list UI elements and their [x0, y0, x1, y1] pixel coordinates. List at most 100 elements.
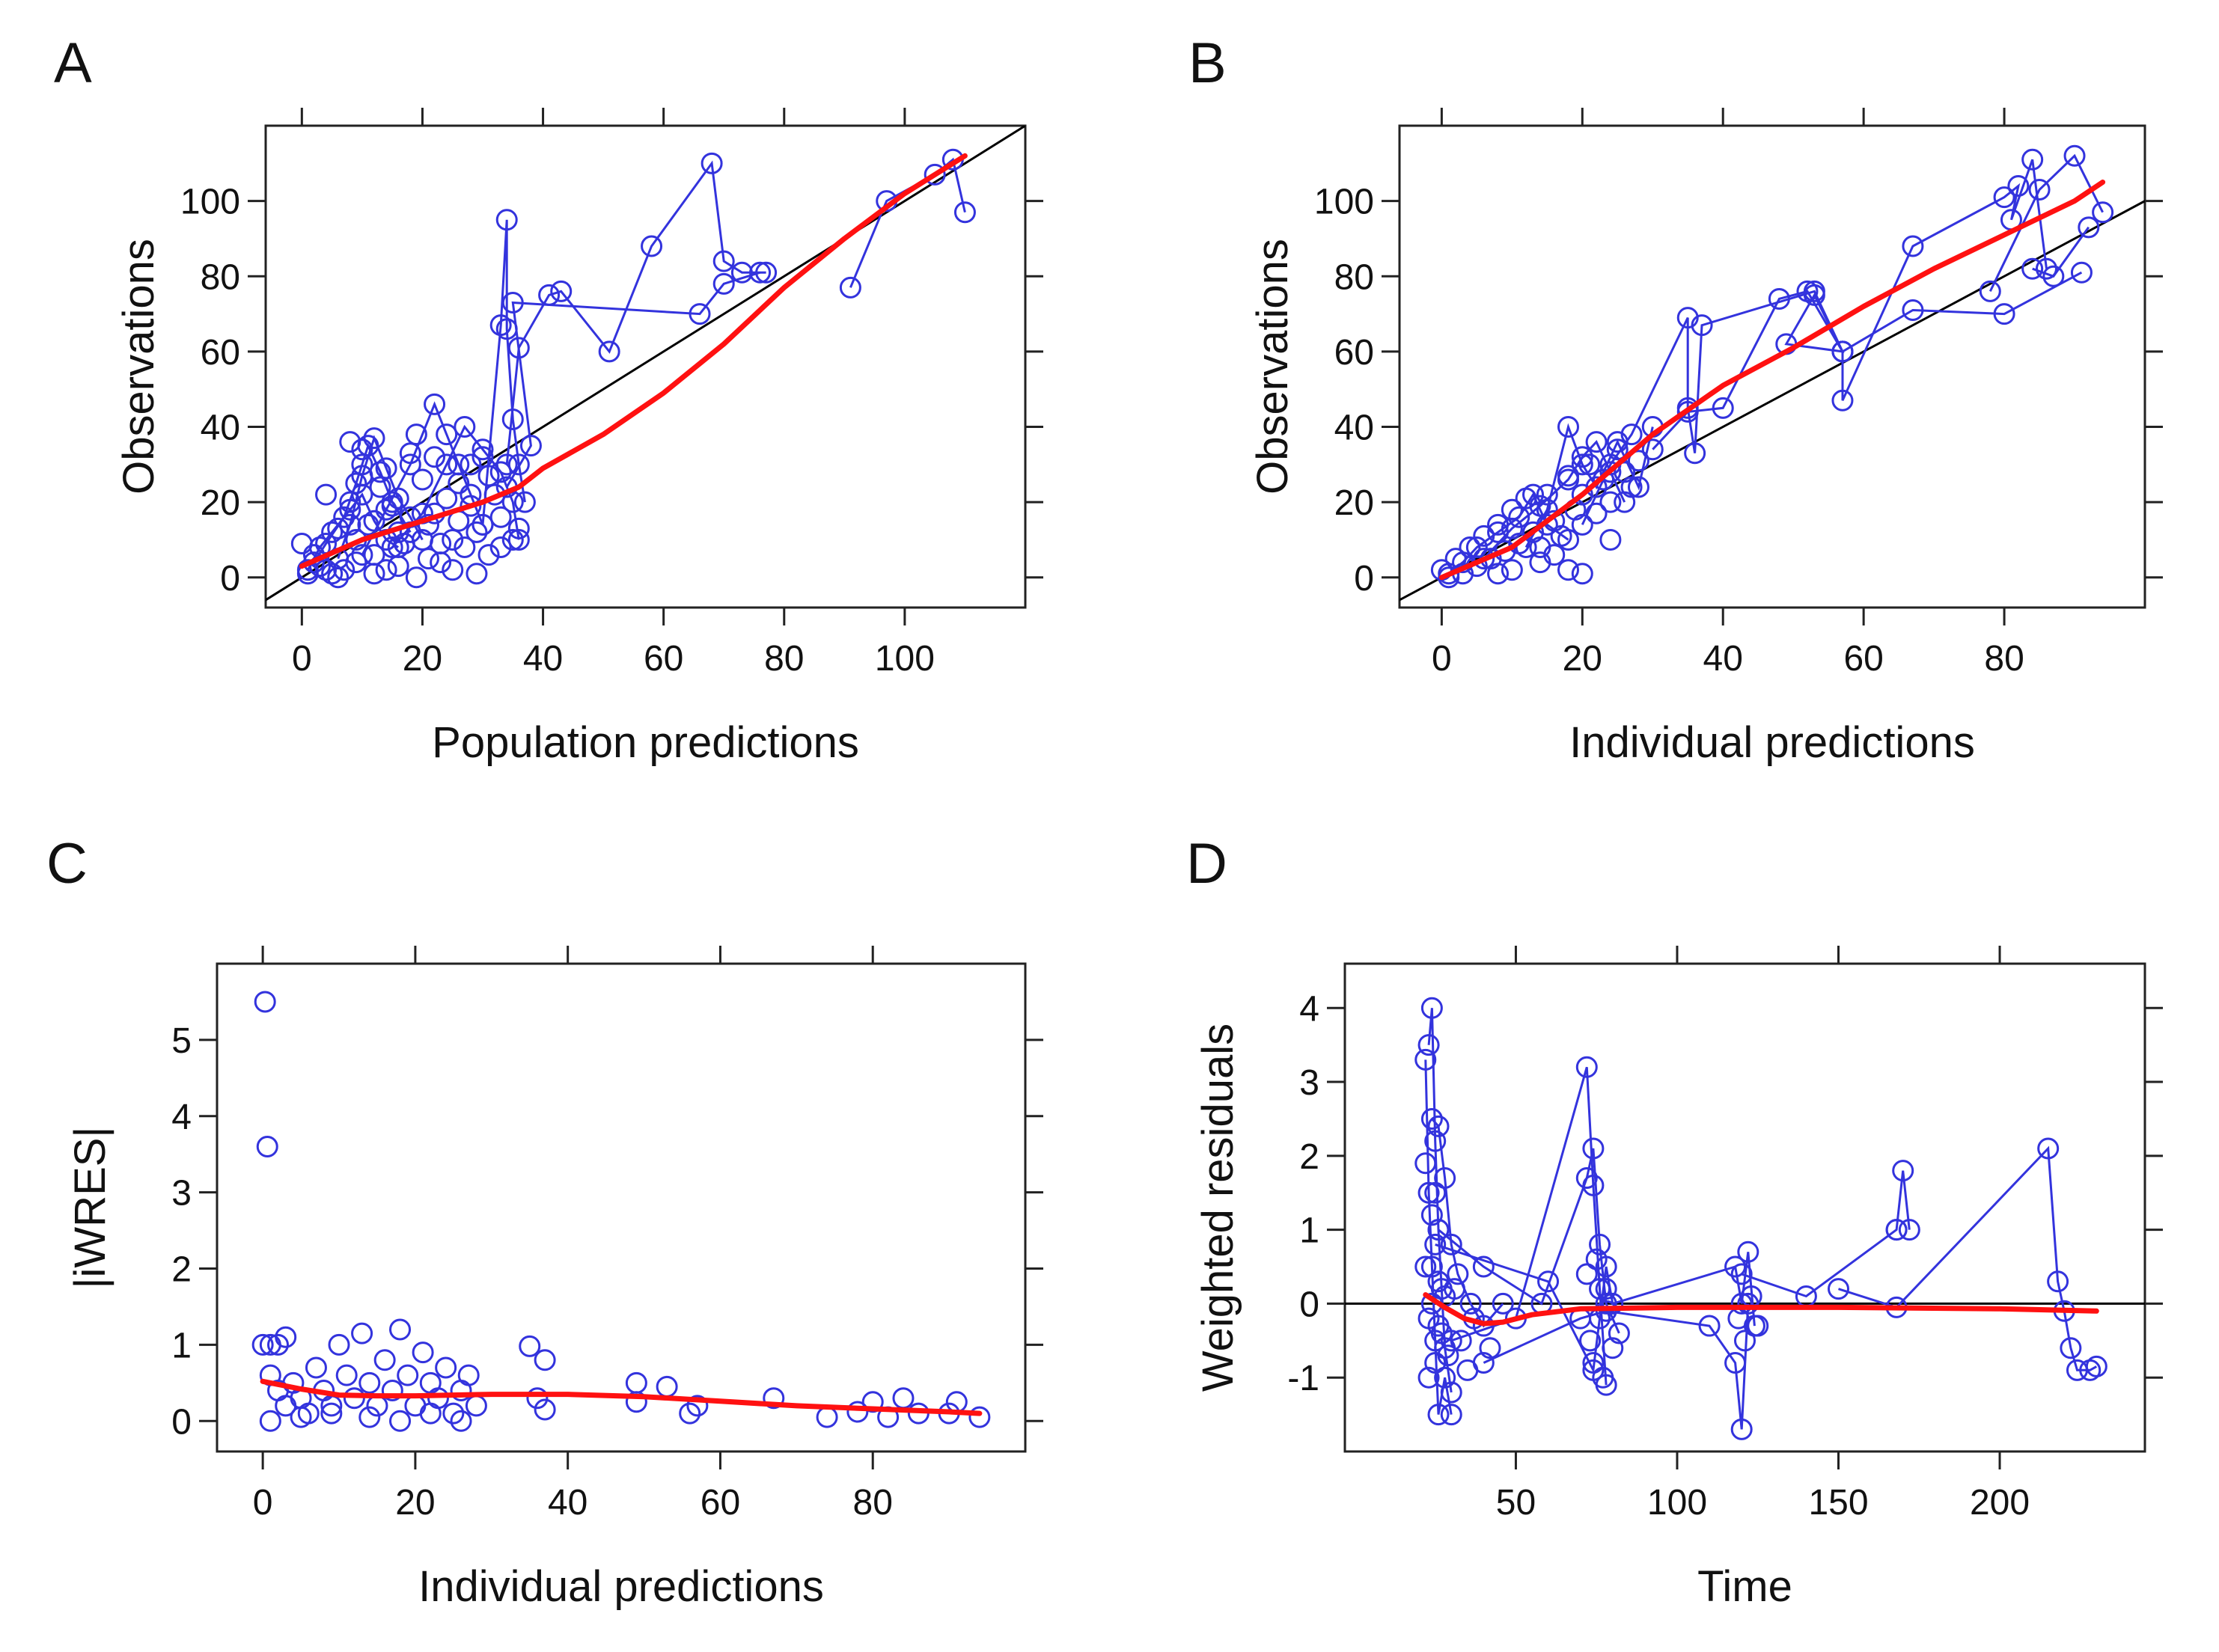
data-point	[477, 544, 500, 566]
data-point	[1447, 1263, 1469, 1285]
data-point	[369, 476, 391, 498]
data-point	[435, 1356, 457, 1379]
data-point	[442, 1402, 465, 1425]
x-tick-label: 80	[853, 1483, 893, 1523]
data-point	[763, 1387, 785, 1410]
data-point	[419, 1402, 442, 1425]
data-point	[343, 1387, 365, 1410]
y-tick-label: 2	[1299, 1137, 1319, 1177]
data-point	[1424, 1130, 1447, 1152]
x-tick-label: 0	[292, 639, 312, 679]
y-tick-label: 40	[1334, 409, 1374, 448]
data-point	[489, 536, 512, 558]
panel-letter-c: C	[46, 832, 88, 896]
data-point	[1571, 446, 1593, 468]
data-point	[1979, 280, 2001, 302]
data-point	[1571, 563, 1593, 585]
data-point	[1508, 506, 1530, 528]
data-point	[924, 163, 946, 186]
y-tick-label: 2	[171, 1250, 192, 1290]
data-point	[1620, 423, 1643, 446]
data-point	[436, 423, 458, 446]
data-point	[259, 1410, 281, 1432]
data-point	[861, 1391, 884, 1413]
x-axis-title: Time	[1697, 1562, 1792, 1611]
data-point	[519, 435, 542, 457]
data-point	[1747, 1315, 1769, 1337]
data-point	[256, 1136, 278, 1157]
data-point	[2078, 216, 2100, 239]
data-point	[1414, 1255, 1437, 1278]
data-point	[427, 1387, 449, 1410]
data-point	[1424, 1181, 1447, 1204]
data-point	[495, 209, 518, 231]
data-point	[351, 453, 373, 476]
x-tick-label: 100	[875, 639, 935, 679]
y-tick-label: 1	[1299, 1211, 1319, 1251]
data-point	[1831, 389, 1854, 412]
data-point	[749, 261, 772, 284]
data-point	[1684, 442, 1706, 465]
data-point	[1492, 1292, 1514, 1315]
data-point	[381, 536, 403, 558]
x-tick-label: 200	[1970, 1483, 2030, 1523]
data-point	[1892, 1160, 1914, 1182]
data-point	[1456, 1359, 1479, 1381]
x-axis-title: Individual predictions	[1569, 718, 1975, 767]
x-tick-label: 60	[1843, 639, 1883, 679]
data-point	[625, 1371, 647, 1394]
data-point	[1437, 1344, 1459, 1367]
smooth-line	[1438, 180, 2106, 581]
data-point	[1417, 1366, 1440, 1389]
data-point	[345, 472, 367, 495]
data-point	[404, 1395, 427, 1417]
data-point	[701, 152, 723, 174]
y-tick-label: 0	[171, 1402, 192, 1442]
data-point	[351, 544, 373, 566]
data-point	[373, 1349, 396, 1371]
profile-line	[1741, 1170, 1911, 1298]
data-point	[1627, 450, 1649, 472]
smooth-line	[299, 153, 968, 569]
data-point	[1487, 513, 1510, 536]
data-point	[641, 235, 663, 257]
data-point	[471, 513, 494, 536]
data-point	[450, 1410, 472, 1432]
panel-d: D 50 100 150 200 -1 0 1 2 3 4 Time Weighted residua…	[1186, 832, 2163, 1611]
data-point	[1473, 548, 1495, 570]
data-point	[519, 1335, 541, 1357]
data-point	[1627, 476, 1649, 498]
data-point	[375, 457, 397, 480]
data-point	[405, 566, 427, 589]
data-point	[2028, 179, 2051, 201]
x-axis-title: Population predictions	[432, 718, 859, 767]
profile-line	[1581, 159, 2048, 525]
data-point	[2021, 257, 2044, 280]
data-point	[816, 1406, 838, 1428]
data-point	[419, 1371, 442, 1394]
data-point	[534, 1349, 556, 1371]
data-point	[1501, 559, 1523, 581]
data-point	[430, 532, 452, 554]
data-point	[335, 1364, 358, 1386]
data-point	[442, 528, 464, 551]
data-point	[968, 1406, 991, 1428]
data-point	[1620, 476, 1643, 498]
profile-line	[1524, 423, 1654, 548]
data-point	[320, 1402, 343, 1425]
data-point	[1434, 1166, 1456, 1189]
y-tick-label: 80	[1334, 257, 1374, 297]
profile-line	[337, 435, 424, 560]
plot-frame	[1343, 962, 2146, 1453]
data-point	[1424, 1233, 1447, 1255]
data-point	[424, 446, 446, 468]
panel-b: B 0 20 40 60 80 0 20 40 60 80 100 Individual predic…	[1188, 31, 2163, 767]
y-tick-label: -1	[1287, 1359, 1319, 1398]
y-tick-label: 100	[1314, 183, 1374, 222]
data-point	[1417, 1034, 1440, 1056]
data-point	[339, 491, 361, 513]
data-point	[839, 276, 861, 299]
data-point	[315, 559, 338, 581]
data-point	[375, 559, 397, 581]
data-point	[466, 521, 488, 543]
